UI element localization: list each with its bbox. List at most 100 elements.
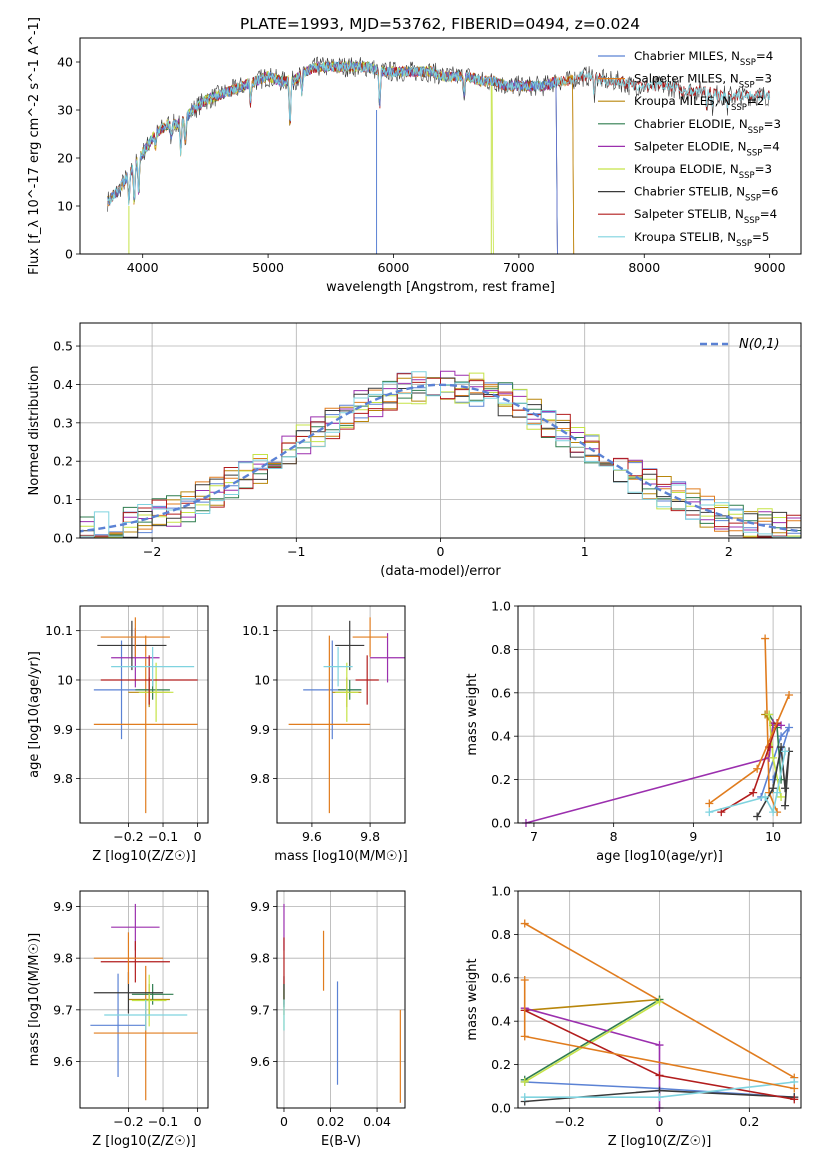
y-tick-label: 0.2	[491, 1057, 511, 1072]
weight-marker	[520, 975, 529, 984]
y-tick-label: 0.6	[491, 970, 511, 985]
y-axis-label: Normed distribution	[27, 366, 42, 496]
weight-marker	[777, 743, 786, 752]
axes-age-vs-z: −0.2 −0.1 0 9.8 9.9 10 10.1 Z [log10(Z/Z☉)] age …	[27, 606, 208, 864]
weight-marker	[781, 747, 790, 756]
y-tick-label: 9.7	[53, 1002, 73, 1017]
x-axis-label: wavelength [Angstrom, rest frame]	[326, 280, 555, 295]
weight-marker	[520, 1032, 529, 1041]
x-tick-label: 0	[656, 1114, 664, 1129]
figure-title: PLATE=1993, MJD=53762, FIBERID=0494, z=0…	[240, 15, 640, 33]
weight-marker	[769, 808, 778, 817]
plot-background	[277, 606, 405, 823]
weight-line	[720, 722, 778, 813]
plots-layer: 4000 5000 6000 7000 8000 9000010203040wavelen…	[27, 17, 802, 1149]
axes-residuals: −2 −1 0 1 2 0.0 0.1 0.2 0.3 0.4 0.5 (data-model)/er…	[27, 323, 801, 579]
x-tick-label: 10	[765, 829, 781, 844]
weight-lines-weight-vs-age	[521, 634, 794, 827]
x-tick-label: 0.04	[363, 1114, 391, 1129]
y-axis-label: mass weight	[465, 958, 480, 1040]
weight-marker	[655, 997, 664, 1006]
x-tick-label: −0.2	[554, 1114, 584, 1129]
plot-frame	[79, 890, 209, 1109]
weight-marker	[655, 1071, 664, 1080]
x-tick-label: 0.2	[739, 1114, 759, 1129]
y-axis-label: age [log10(age/yr)]	[27, 651, 42, 778]
x-tick-label: −0.1	[148, 1114, 178, 1129]
plot-background	[277, 891, 405, 1108]
legend-label: N(0,1)	[739, 337, 780, 352]
x-axis-label: mass [log10(M/M☉)]	[274, 849, 407, 864]
weight-marker	[655, 1093, 664, 1102]
weight-marker	[705, 799, 714, 808]
y-tick-label: 0.5	[53, 339, 73, 354]
y-axis-label: mass [log10(M/M☉)]	[27, 933, 42, 1066]
y-tick-label: 10	[57, 672, 73, 687]
weight-marker	[777, 792, 786, 801]
x-axis-label: age [log10(age/yr)]	[596, 849, 723, 864]
weight-marker	[765, 710, 774, 719]
y-tick-label: 9.9	[53, 722, 73, 737]
x-tick-label: 8	[610, 829, 618, 844]
y-tick-label: 0.8	[491, 927, 511, 942]
y-tick-label: 1.0	[491, 599, 511, 614]
x-tick-label: −0.2	[113, 829, 143, 844]
weight-marker	[769, 753, 778, 762]
plot-frame	[79, 37, 802, 255]
y-tick-label: 9.8	[53, 771, 73, 786]
plot-frame	[276, 605, 406, 824]
y-tick-label: 40	[57, 55, 73, 70]
weight-marker	[761, 634, 770, 643]
y-tick-label: 0.2	[53, 454, 73, 469]
y-tick-label: 1.0	[491, 884, 511, 899]
errorbars-mass-vs-ebv	[283, 903, 401, 1103]
plot-frame	[79, 322, 802, 539]
x-axis-label: E(B-V)	[321, 1134, 361, 1149]
y-tick-label: 0.3	[53, 415, 73, 430]
x-tick-label: 0	[280, 1114, 288, 1129]
x-tick-label: 6000	[378, 260, 410, 275]
y-tick-label: 9.8	[53, 951, 73, 966]
weight-line	[524, 998, 660, 1081]
weight-marker	[753, 764, 762, 773]
x-tick-label: 9.8	[360, 829, 380, 844]
weight-marker	[520, 919, 529, 928]
weight-marker	[655, 1041, 664, 1050]
y-tick-label: 9.6	[250, 1054, 270, 1069]
axes-weight-vs-z: −0.2 0 0.2 0.0 0.2 0.4 0.6 0.8 1.0 Z [log10(Z/Z☉)…	[465, 884, 801, 1149]
y-tick-label: 9.6	[53, 1054, 73, 1069]
x-tick-label: 9000	[754, 260, 786, 275]
y-tick-label: 9.9	[250, 899, 270, 914]
histogram-legend: N(0,1)	[700, 337, 780, 352]
weight-marker	[781, 784, 790, 793]
weight-marker	[773, 788, 782, 797]
y-tick-label: 9.7	[250, 1002, 270, 1017]
x-tick-label: 0	[194, 1114, 202, 1129]
x-axis-label: (data-model)/error	[380, 564, 501, 579]
x-tick-label: 0	[437, 544, 445, 559]
weight-marker	[761, 792, 770, 801]
x-axis-label: Z [log10(Z/Z☉)]	[608, 1134, 712, 1149]
axes-mass-vs-ebv: 0 0.02 0.04 9.6 9.7 9.8 9.9 E(B-V)	[250, 891, 405, 1149]
y-tick-label: 0.8	[491, 642, 511, 657]
y-tick-label: 0.6	[491, 685, 511, 700]
plot-frame	[517, 605, 802, 824]
y-tick-label: 0.4	[491, 1014, 511, 1029]
x-tick-label: −0.2	[113, 1114, 143, 1129]
y-tick-label: 0	[65, 247, 73, 262]
errorbars-age-vs-z	[93, 617, 198, 814]
weight-marker	[753, 812, 762, 821]
y-tick-label: 0.1	[53, 492, 73, 507]
y-tick-label: 10.1	[242, 623, 270, 638]
y-tick-label: 0.0	[491, 1101, 511, 1116]
weight-marker	[520, 1093, 529, 1102]
axes-age-vs-mass: 9.6 9.8 9.8 9.9 10 10.1 mass [log10(M/M☉)]	[242, 606, 408, 864]
weight-marker	[520, 1077, 529, 1086]
x-tick-label: 5000	[252, 260, 284, 275]
errorbars-mass-vs-z	[90, 903, 198, 1101]
y-tick-label: 9.9	[250, 722, 270, 737]
x-tick-label: 1	[581, 544, 589, 559]
x-tick-label: −2	[143, 544, 161, 559]
weight-line	[524, 1001, 660, 1083]
